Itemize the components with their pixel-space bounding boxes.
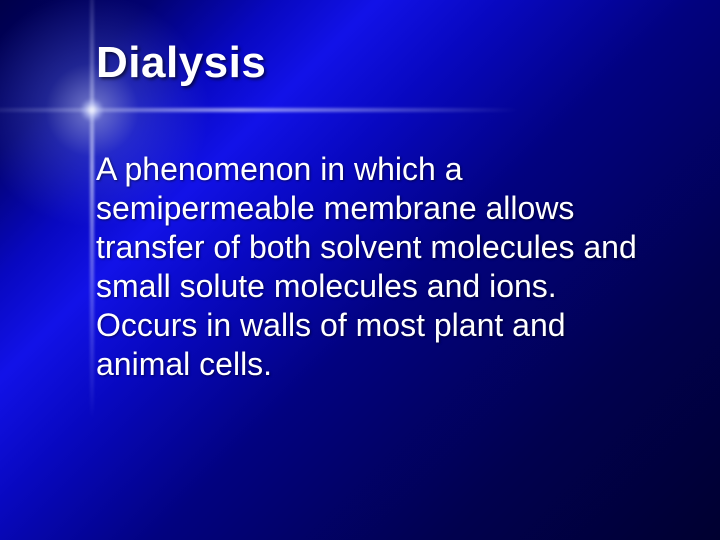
flare-ray-vertical [90, 0, 94, 420]
slide: Dialysis A phenomenon in which a semiper… [0, 0, 720, 540]
flare-ray-horizontal [0, 108, 520, 112]
slide-title: Dialysis [96, 38, 266, 88]
slide-body-text: A phenomenon in which a semipermeable me… [96, 150, 650, 384]
flare-core [80, 98, 104, 122]
